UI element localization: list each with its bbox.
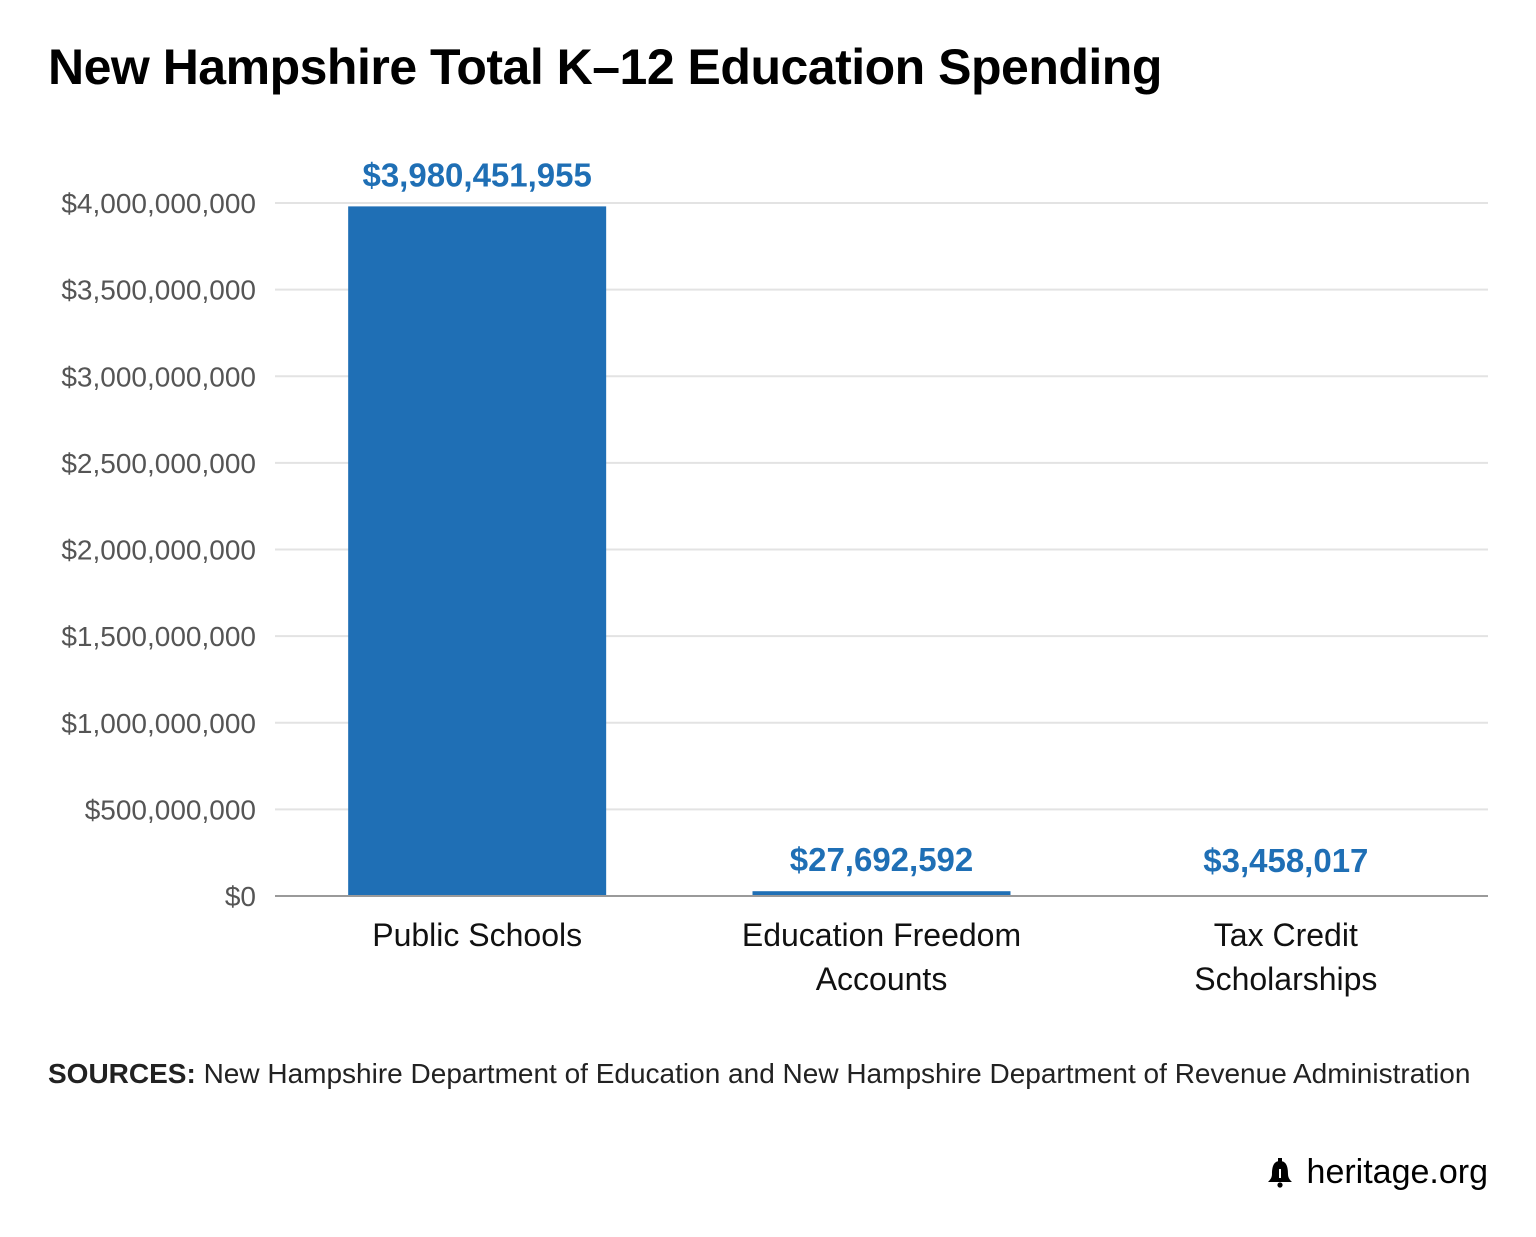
x-category-label: Education Freedom [742, 917, 1021, 953]
x-category-label: Public Schools [372, 917, 582, 953]
y-tick-label: $3,000,000,000 [61, 361, 256, 392]
bar-value-label: $3,980,451,955 [362, 156, 591, 193]
y-tick-label: $3,500,000,000 [61, 275, 256, 306]
y-tick-label: $0 [225, 881, 256, 912]
brand[interactable]: heritage.org [1267, 1153, 1488, 1192]
bar-value-label: $27,692,592 [790, 841, 974, 878]
chart-title: New Hampshire Total K–12 Education Spend… [48, 39, 1162, 95]
sources-note: SOURCES: New Hampshire Department of Edu… [48, 1058, 1470, 1090]
bar-value-label: $3,458,017 [1203, 842, 1368, 879]
x-category-label: Scholarships [1194, 961, 1377, 997]
y-tick-label: $4,000,000,000 [61, 188, 256, 219]
sources-text: New Hampshire Department of Education an… [203, 1058, 1471, 1089]
x-category-label: Accounts [816, 961, 948, 997]
y-tick-label: $2,500,000,000 [61, 448, 256, 479]
bar-chart: $0 $500,000,000 $1,000,000,000 $1,500,000,0… [61, 156, 1488, 997]
x-category-label: Tax Credit [1214, 917, 1358, 953]
y-tick-label: $500,000,000 [85, 794, 256, 825]
bar [752, 891, 1011, 896]
brand-text[interactable]: heritage.org [1306, 1153, 1488, 1191]
y-tick-label: $2,000,000,000 [61, 535, 256, 566]
y-tick-label: $1,500,000,000 [61, 621, 256, 652]
sources-label: SOURCES: [48, 1058, 196, 1089]
bar [348, 206, 607, 896]
y-tick-label: $1,000,000,000 [61, 708, 256, 739]
liberty-bell-icon [1267, 1157, 1292, 1188]
